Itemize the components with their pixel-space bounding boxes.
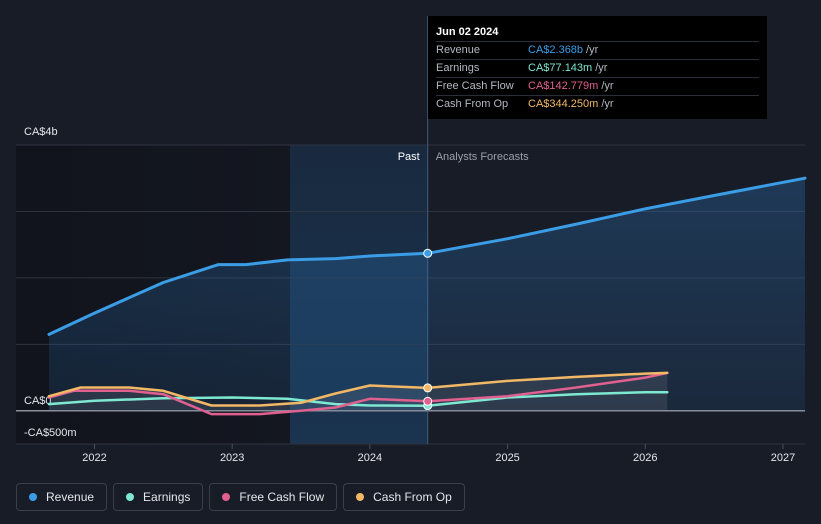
tooltip-unit: /yr bbox=[601, 98, 614, 110]
tooltip-value: CA$344.250m bbox=[528, 98, 599, 110]
tooltip-unit: /yr bbox=[595, 62, 608, 74]
cash-from-op-line bbox=[47, 371, 669, 407]
legend-dot-icon bbox=[126, 493, 135, 501]
chart-legend: Revenue Earnings Free Cash Flow Cash Fro… bbox=[16, 483, 465, 511]
x-tick-label: 2026 bbox=[633, 452, 657, 464]
forecast-label: Analysts Forecasts bbox=[436, 151, 529, 163]
line-chart: Past Analysts Forecasts CA$4b CA$0 -CA$500m 2… bbox=[16, 16, 807, 464]
revenue-line bbox=[47, 176, 807, 336]
x-tick-label: 2025 bbox=[495, 452, 519, 464]
free-cash-flow-marker bbox=[423, 396, 433, 406]
tooltip-label: Earnings bbox=[436, 62, 480, 74]
tooltip-unit: /yr bbox=[586, 44, 599, 56]
legend-label: Free Cash Flow bbox=[239, 490, 325, 504]
cash-from-op-marker bbox=[423, 383, 433, 393]
legend-dot-icon bbox=[222, 493, 231, 501]
cash-flow-band bbox=[49, 372, 668, 411]
tooltip-row-earnings: Earnings CA$77.143m /yr bbox=[436, 59, 759, 77]
legend-dot-icon bbox=[29, 493, 37, 501]
revenue-area bbox=[49, 178, 805, 411]
legend-item-earnings[interactable]: Earnings bbox=[113, 483, 204, 511]
y-tick-label: CA$0 bbox=[24, 395, 52, 407]
tooltip-value: CA$77.143m bbox=[528, 62, 593, 74]
tooltip-row-free-cash-flow: Free Cash Flow CA$142.779m /yr bbox=[436, 77, 759, 95]
free-cash-flow-line bbox=[47, 371, 669, 416]
y-tick-label: -CA$500m bbox=[24, 427, 77, 439]
earnings-line bbox=[47, 390, 669, 407]
legend-item-revenue[interactable]: Revenue bbox=[16, 483, 108, 511]
legend-label: Revenue bbox=[46, 490, 95, 504]
legend-item-free-cash-flow[interactable]: Free Cash Flow bbox=[209, 483, 338, 511]
past-label: Past bbox=[398, 151, 420, 163]
revenue-marker bbox=[423, 248, 433, 258]
x-tick-label: 2027 bbox=[771, 452, 795, 464]
tooltip-label: Free Cash Flow bbox=[436, 80, 514, 92]
tooltip-row-revenue: Revenue CA$2.368b /yr bbox=[436, 41, 759, 59]
tooltip-value: CA$2.368b bbox=[528, 44, 584, 56]
x-tick-label: 2023 bbox=[220, 452, 244, 464]
tooltip-unit: /yr bbox=[601, 80, 614, 92]
tooltip-label: Revenue bbox=[436, 44, 481, 56]
data-tooltip: Jun 02 2024 Revenue CA$2.368b /yr Earnin… bbox=[428, 16, 767, 119]
x-tick-label: 2022 bbox=[82, 452, 106, 464]
y-tick-label: CA$4b bbox=[24, 126, 58, 138]
tooltip-label: Cash From Op bbox=[436, 98, 509, 110]
legend-item-cash-from-op[interactable]: Cash From Op bbox=[343, 483, 465, 511]
legend-dot-icon bbox=[356, 493, 365, 501]
tooltip-date: Jun 02 2024 bbox=[436, 26, 499, 38]
legend-label: Cash From Op bbox=[373, 490, 452, 504]
tooltip-value: CA$142.779m bbox=[528, 80, 599, 92]
x-tick-label: 2024 bbox=[358, 452, 382, 464]
legend-label: Earnings bbox=[143, 490, 191, 504]
tooltip-row-cash-from-op: Cash From Op CA$344.250m /yr bbox=[436, 95, 759, 113]
